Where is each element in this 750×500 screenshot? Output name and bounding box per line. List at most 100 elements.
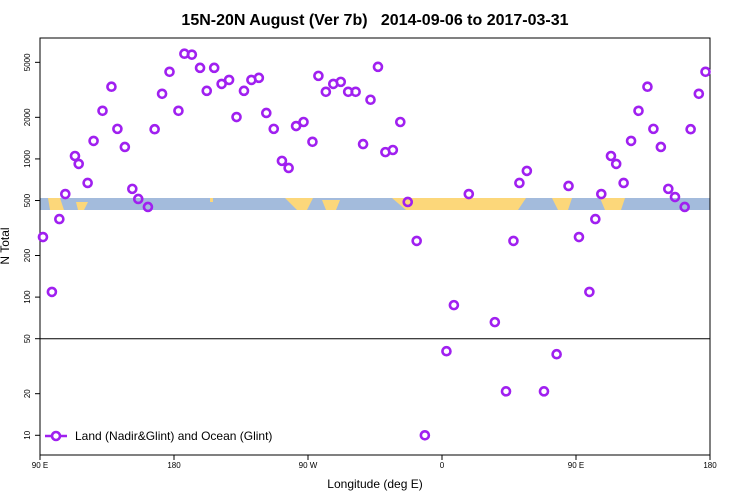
data-point: [261, 107, 272, 119]
data-point: [112, 123, 123, 135]
data-point: [238, 85, 250, 97]
data-point: [395, 116, 406, 128]
data-point: [253, 72, 265, 84]
data-point: [489, 316, 501, 328]
data-point: [610, 158, 622, 170]
y-tick-label: 10: [23, 430, 32, 439]
land-patch: [48, 198, 625, 210]
data-point: [463, 188, 475, 200]
y-tick-label: 500: [23, 193, 32, 207]
data-point: [448, 299, 460, 311]
data-point: [387, 144, 399, 156]
data-point: [156, 88, 168, 100]
data-point: [372, 61, 384, 73]
data-point: [365, 94, 376, 106]
data-point: [693, 88, 705, 100]
data-point: [679, 201, 690, 213]
data-point: [208, 62, 220, 74]
data-point: [633, 105, 644, 117]
data-point: [350, 86, 361, 98]
data-point: [97, 105, 108, 117]
data-point: [521, 165, 533, 177]
data-point: [500, 386, 512, 397]
x-tick-label: 180: [703, 461, 717, 470]
data-point: [223, 74, 235, 86]
y-tick-label: 100: [23, 290, 32, 304]
data-point: [307, 136, 318, 148]
data-point: [538, 386, 550, 397]
y-tick-label: 2000: [23, 108, 32, 126]
data-point: [642, 81, 653, 93]
data-point: [186, 49, 198, 60]
data-point: [142, 201, 154, 213]
data-point: [551, 348, 562, 360]
ocean-band: [40, 198, 710, 210]
data-point: [82, 177, 93, 189]
x-tick-label: 90 W: [299, 461, 318, 470]
chart-title: 15N-20N August (Ver 7b) 2014-09-06 to 20…: [181, 12, 568, 29]
plot-frame: [39, 37, 711, 456]
legend-label: Land (Nadir&Glint) and Ocean (Glint): [75, 429, 272, 443]
data-point: [514, 177, 525, 189]
data-point: [573, 231, 585, 243]
land-ocean-band: [40, 198, 710, 210]
data-point: [173, 105, 184, 117]
data-point: [283, 162, 294, 174]
x-tick-label: 0: [440, 461, 445, 470]
data-point: [648, 123, 659, 135]
data-point: [508, 235, 519, 247]
data-point: [700, 66, 711, 78]
data-point: [313, 70, 324, 82]
x-tick-label: 180: [167, 461, 181, 470]
data-point: [411, 235, 422, 247]
data-point: [584, 286, 595, 298]
data-point: [625, 135, 637, 147]
data-point: [335, 76, 347, 88]
data-point: [419, 429, 431, 441]
data-point: [268, 123, 280, 135]
data-point: [605, 150, 617, 162]
data-point: [201, 85, 213, 97]
data-point: [320, 86, 332, 98]
data-point: [298, 116, 309, 128]
data-point: [663, 183, 674, 195]
data-point: [194, 62, 206, 74]
data-point: [231, 111, 242, 123]
data-point: [276, 155, 288, 167]
data-point: [655, 141, 667, 153]
data-point: [590, 213, 601, 225]
y-tick-label: 5000: [23, 53, 32, 71]
data-point: [164, 66, 175, 78]
data-point: [119, 141, 131, 153]
data-point: [54, 213, 65, 225]
data-point: [563, 180, 574, 192]
y-tick-label: 200: [23, 248, 32, 262]
y-tick-label: 1000: [23, 149, 32, 167]
x-tick-label: 90 E: [568, 461, 584, 470]
data-point: [685, 123, 696, 135]
data-point: [69, 150, 81, 162]
legend-marker: [50, 430, 62, 442]
y-axis-label: N Total: [0, 227, 12, 264]
data-point: [46, 286, 58, 298]
data-point: [441, 345, 452, 357]
data-point: [127, 183, 138, 195]
y-tick-label: 50: [23, 334, 32, 343]
data-point: [149, 123, 160, 135]
data-point: [60, 188, 71, 200]
data-point: [669, 191, 681, 203]
data-point: [37, 231, 49, 243]
data-point: [357, 138, 369, 150]
data-point: [618, 177, 629, 189]
data-point: [132, 193, 144, 205]
x-tick-label: 90 E: [32, 461, 48, 470]
data-point: [106, 81, 117, 93]
y-tick-label: 20: [23, 389, 32, 398]
data-point: [596, 188, 607, 200]
data-point: [402, 196, 414, 208]
data-point: [88, 135, 99, 147]
data-point: [73, 158, 85, 170]
x-axis-label: Longitude (deg E): [327, 477, 422, 491]
